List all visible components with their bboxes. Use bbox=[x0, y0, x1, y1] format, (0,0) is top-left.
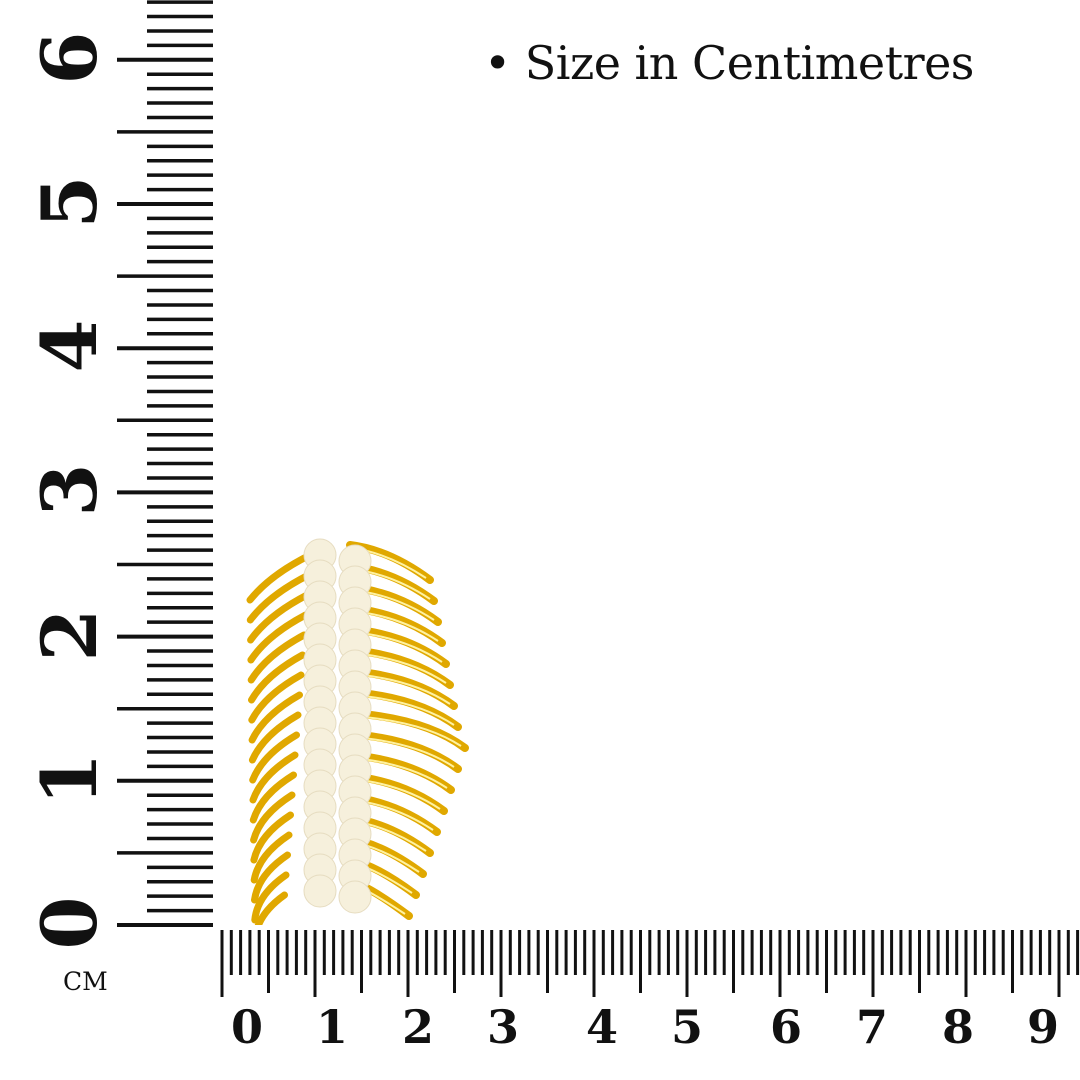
v-ruler-label: 6 bbox=[25, 31, 114, 85]
h-ruler-label: 0 bbox=[230, 1000, 263, 1054]
pearl bbox=[338, 880, 372, 914]
gold-feather-left bbox=[250, 831, 293, 884]
v-ruler-label: 3 bbox=[25, 463, 114, 517]
pearl bbox=[303, 874, 337, 908]
gold-feather-left bbox=[249, 751, 299, 804]
h-ruler-label: 4 bbox=[585, 1000, 618, 1054]
gold-feather-left bbox=[251, 851, 291, 904]
gold-feather-left bbox=[249, 771, 297, 824]
v-ruler-label: 1 bbox=[25, 752, 114, 806]
h-ruler-label: 8 bbox=[941, 1000, 974, 1054]
gold-feather-left bbox=[247, 631, 308, 684]
v-ruler-label: 2 bbox=[25, 608, 114, 662]
size-caption: • Size in Centimetres bbox=[484, 36, 974, 90]
h-ruler-label: 3 bbox=[486, 1000, 519, 1054]
h-ruler-label: 5 bbox=[670, 1000, 703, 1054]
gold-feather-left bbox=[248, 711, 302, 764]
unit-label: cm bbox=[63, 958, 108, 999]
v-ruler-label: 0 bbox=[25, 896, 114, 950]
gold-feather-left bbox=[248, 651, 306, 704]
gold-feather-left bbox=[246, 571, 312, 624]
earring-image bbox=[246, 538, 469, 925]
gold-feather-left bbox=[250, 791, 296, 844]
gold-feather-left bbox=[250, 811, 294, 864]
v-ruler-label: 5 bbox=[25, 175, 114, 229]
h-ruler-label: 6 bbox=[769, 1000, 802, 1054]
gold-feather-left bbox=[248, 691, 303, 744]
gold-feather-left bbox=[249, 731, 300, 784]
h-ruler-label: 7 bbox=[855, 1000, 888, 1054]
gold-feather-left bbox=[247, 591, 311, 644]
h-ruler-label: 1 bbox=[315, 1000, 348, 1054]
gold-feather-left bbox=[248, 671, 305, 724]
v-ruler-label: 4 bbox=[25, 319, 114, 373]
gold-feather-left bbox=[254, 891, 288, 925]
gold-feather-left bbox=[251, 871, 290, 924]
h-ruler-label: 2 bbox=[401, 1000, 434, 1054]
gold-feather-left bbox=[246, 551, 314, 604]
h-ruler-label: 9 bbox=[1026, 1000, 1059, 1054]
gold-feather-left bbox=[247, 611, 309, 664]
